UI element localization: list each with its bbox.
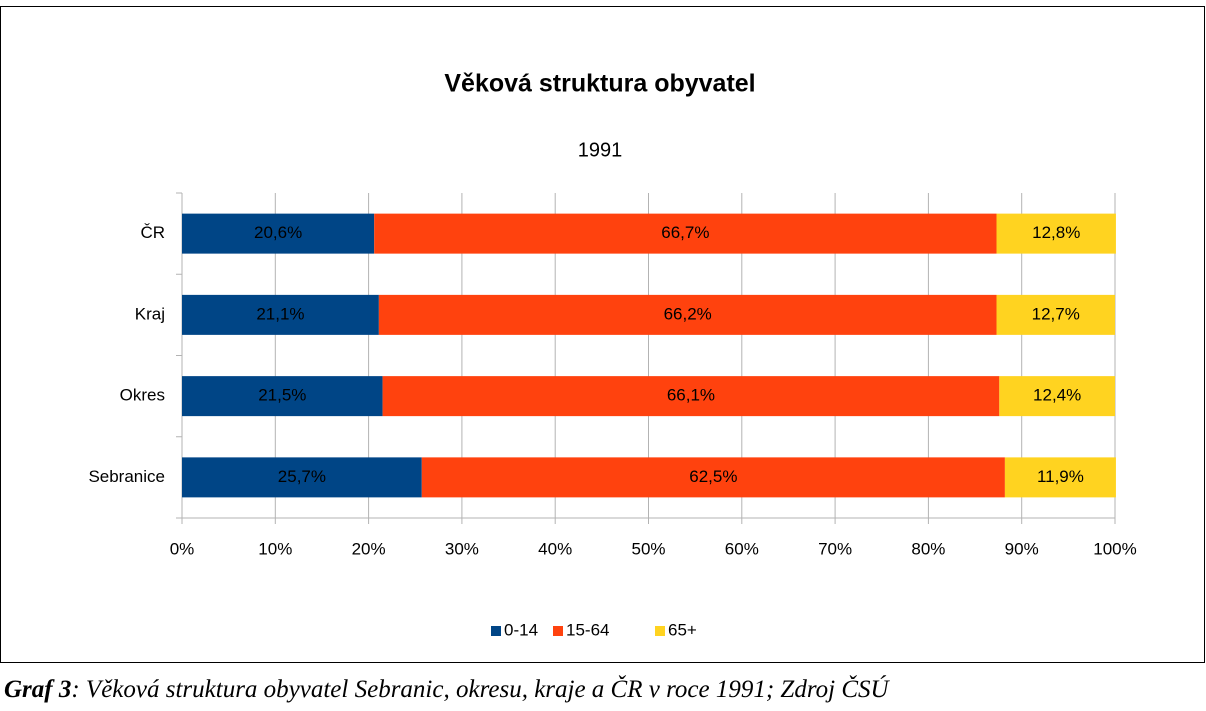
- value-label: 20,6%: [254, 223, 302, 242]
- caption-text: : Věková struktura obyvatel Sebranic, ok…: [71, 675, 890, 703]
- value-label: 21,5%: [258, 386, 306, 405]
- bar-segment: [182, 213, 375, 254]
- caption: Graf 3: Věková struktura obyvatel Sebran…: [4, 675, 890, 703]
- legend-label: 0-14: [504, 620, 538, 639]
- x-tick-label: 90%: [1005, 539, 1039, 558]
- value-label: 66,2%: [664, 304, 712, 323]
- y-tick-label: Sebranice: [88, 467, 165, 486]
- x-tick-label: 0%: [170, 539, 195, 558]
- bar-segment: [182, 294, 379, 335]
- chart-border: [0, 6, 1205, 663]
- x-tick-label: 70%: [818, 539, 852, 558]
- chart-subtitle: 1991: [578, 139, 623, 161]
- x-tick-label: 100%: [1093, 539, 1136, 558]
- y-tick-label: Okres: [120, 386, 165, 405]
- bar-segment: [182, 457, 422, 498]
- x-tick-label: 60%: [725, 539, 759, 558]
- legend-label: 15-64: [566, 620, 609, 639]
- x-tick-label: 80%: [911, 539, 945, 558]
- value-label: 12,8%: [1032, 223, 1080, 242]
- value-label: 66,1%: [667, 386, 715, 405]
- y-tick-label: Kraj: [135, 304, 165, 323]
- legend-label: 65+: [668, 620, 697, 639]
- value-label: 12,4%: [1033, 386, 1081, 405]
- x-tick-label: 50%: [631, 539, 665, 558]
- bar-segment: [996, 294, 1115, 335]
- legend-swatch: [553, 626, 563, 636]
- value-label: 66,7%: [661, 223, 709, 242]
- bar-segment: [182, 376, 383, 417]
- x-tick-label: 40%: [538, 539, 572, 558]
- x-tick-label: 30%: [445, 539, 479, 558]
- value-label: 21,1%: [256, 304, 304, 323]
- legend-swatch: [655, 626, 665, 636]
- legend-swatch: [491, 626, 501, 636]
- bar-segment: [374, 213, 997, 254]
- bar-segment: [999, 376, 1115, 417]
- caption-label: Graf 3: [4, 676, 71, 703]
- bar-segment: [996, 213, 1116, 254]
- bar-segment: [378, 294, 997, 335]
- bar-segment: [1004, 457, 1116, 498]
- bar-segment: [421, 457, 1005, 498]
- y-tick-label: ČR: [140, 223, 165, 242]
- chart-title: Věková struktura obyvatel: [444, 70, 755, 98]
- value-label: 62,5%: [689, 467, 737, 486]
- value-label: 12,7%: [1032, 304, 1080, 323]
- x-tick-label: 10%: [258, 539, 292, 558]
- bar-segment: [382, 376, 1000, 417]
- value-label: 25,7%: [278, 467, 326, 486]
- x-tick-label: 20%: [352, 539, 386, 558]
- value-label: 11,9%: [1037, 467, 1084, 486]
